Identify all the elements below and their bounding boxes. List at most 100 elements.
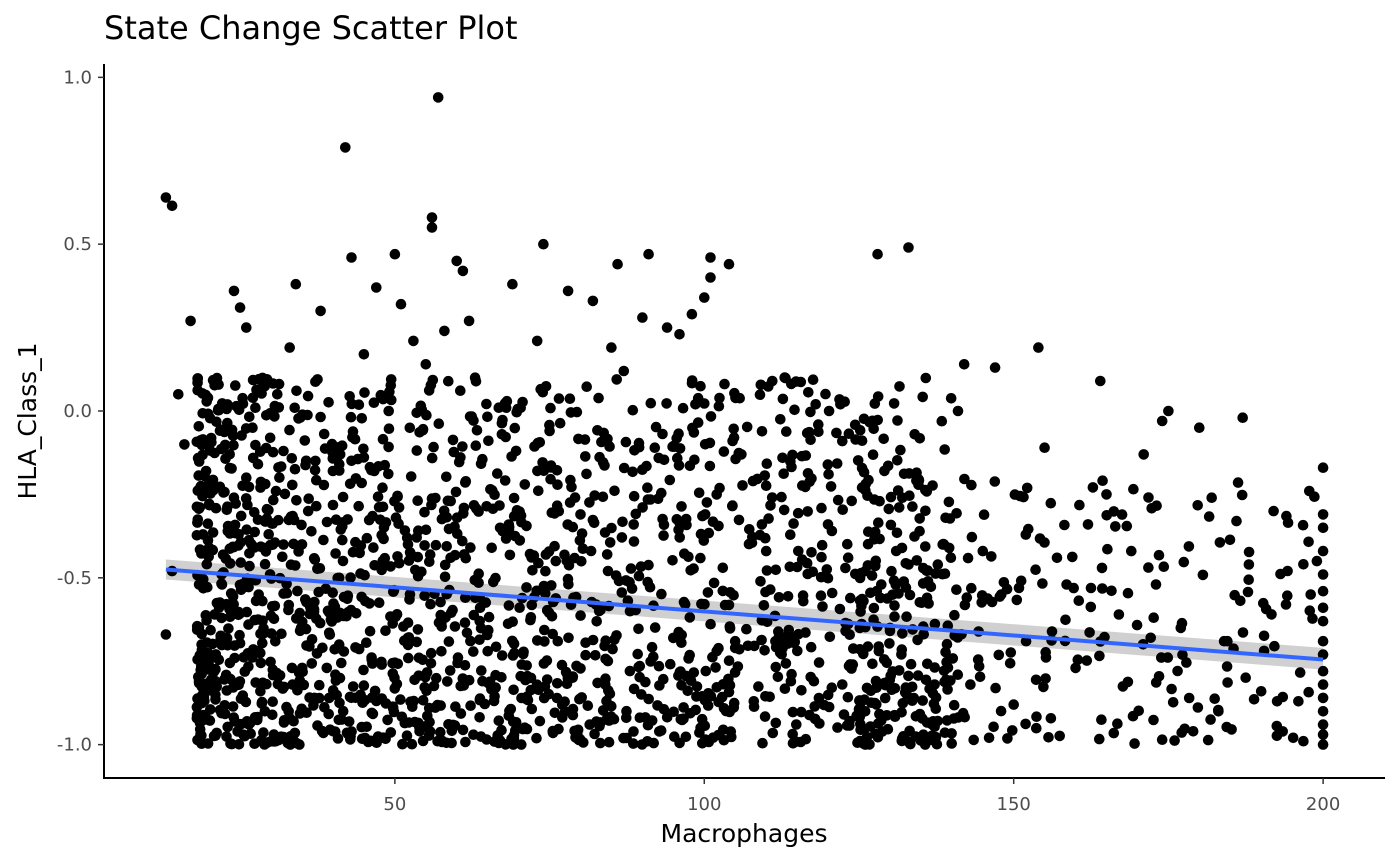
data-point — [599, 460, 610, 471]
data-point — [1126, 545, 1137, 557]
data-point — [612, 258, 623, 270]
data-point — [1192, 500, 1203, 511]
data-point — [401, 532, 413, 544]
data-point — [805, 406, 816, 418]
data-point — [1051, 552, 1063, 564]
data-point — [932, 559, 944, 570]
data-point — [576, 528, 588, 539]
data-point — [562, 285, 574, 297]
data-point — [267, 446, 279, 458]
data-point — [276, 628, 287, 640]
data-point — [503, 600, 515, 611]
data-point — [509, 422, 521, 434]
data-point — [1305, 589, 1316, 600]
data-point — [820, 388, 831, 400]
data-point — [199, 470, 210, 482]
data-point — [898, 731, 909, 742]
data-point — [426, 499, 437, 511]
data-point — [296, 662, 308, 674]
data-point — [1271, 696, 1283, 707]
data-point — [951, 508, 962, 519]
data-point — [412, 624, 424, 635]
data-point — [397, 738, 408, 750]
data-point — [208, 730, 220, 742]
data-point — [1317, 649, 1329, 660]
data-point — [713, 642, 724, 654]
data-point — [728, 702, 740, 713]
data-point — [250, 402, 261, 414]
data-point — [843, 428, 855, 440]
data-point — [951, 584, 962, 595]
data-point — [576, 692, 587, 703]
data-point — [204, 445, 216, 456]
data-point — [906, 695, 918, 706]
data-point — [1101, 489, 1112, 500]
y-axis-ticks: -1.0 -0.5 0.0 0.5 1.0 — [57, 67, 104, 756]
data-point — [609, 634, 620, 645]
data-point — [702, 587, 714, 598]
data-point — [260, 478, 271, 490]
data-point — [191, 713, 203, 724]
data-point — [644, 581, 656, 593]
data-point — [255, 657, 267, 669]
data-point — [1317, 679, 1329, 690]
data-point — [575, 509, 586, 520]
data-point — [420, 359, 432, 370]
data-point — [521, 582, 532, 593]
data-point — [892, 455, 903, 466]
data-point — [439, 571, 451, 583]
data-point — [1015, 575, 1027, 587]
data-point — [539, 681, 551, 692]
data-point — [826, 587, 838, 599]
data-point — [244, 411, 255, 423]
data-point — [674, 329, 685, 340]
data-point — [207, 527, 219, 538]
data-point — [640, 676, 651, 688]
data-point — [300, 459, 311, 471]
data-point — [425, 658, 437, 669]
data-point — [229, 519, 241, 531]
x-tick-label: 150 — [997, 794, 1031, 815]
data-point — [291, 737, 302, 749]
data-point — [460, 736, 471, 748]
data-point — [1221, 721, 1232, 733]
data-point — [283, 604, 294, 616]
data-point — [334, 672, 346, 684]
data-point — [641, 460, 652, 472]
data-point — [457, 441, 468, 452]
data-point — [1162, 652, 1174, 663]
data-point — [1073, 595, 1085, 606]
data-point — [319, 702, 330, 713]
data-point — [333, 714, 345, 726]
data-point — [943, 542, 955, 554]
data-point — [1145, 632, 1156, 644]
data-point — [876, 579, 887, 590]
data-point — [633, 437, 645, 449]
data-point — [345, 411, 357, 423]
data-point — [303, 493, 315, 505]
data-point — [918, 729, 929, 740]
data-point — [259, 558, 271, 570]
data-point — [1020, 529, 1032, 540]
data-point — [1059, 519, 1070, 531]
data-point — [222, 525, 234, 537]
data-point — [948, 699, 960, 711]
data-point — [421, 667, 433, 678]
data-point — [273, 402, 285, 413]
data-point — [927, 716, 939, 727]
data-point — [824, 631, 836, 643]
data-point — [674, 532, 685, 543]
data-point — [1150, 579, 1162, 590]
data-point — [417, 425, 429, 436]
data-point — [658, 530, 669, 541]
data-point — [236, 430, 247, 441]
data-point — [696, 598, 707, 610]
data-point — [330, 514, 342, 525]
data-point — [251, 714, 263, 726]
data-point — [889, 600, 900, 611]
data-point — [425, 379, 437, 391]
data-point — [758, 600, 770, 611]
data-point — [591, 616, 602, 627]
data-point — [1156, 415, 1168, 427]
data-point — [426, 212, 438, 223]
